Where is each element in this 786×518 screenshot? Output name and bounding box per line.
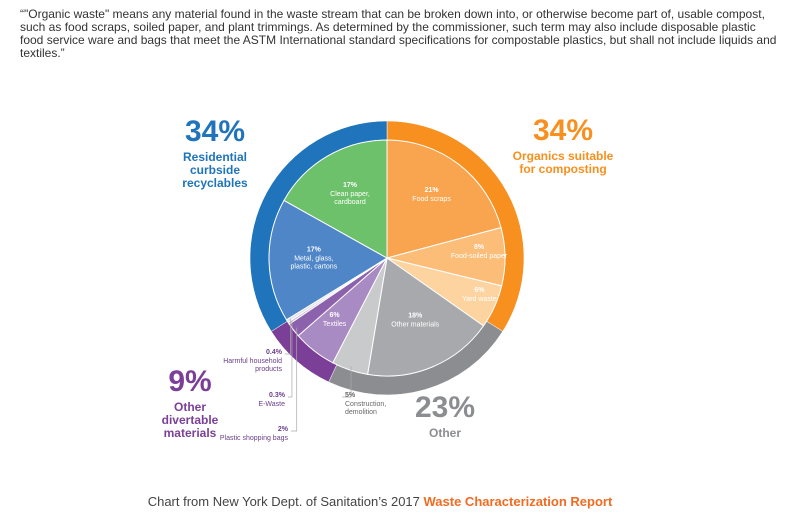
slice-value: 21% — [425, 187, 440, 194]
caption: Chart from New York Dept. of Sanitation’… — [0, 494, 760, 509]
slice-label: Food scraps — [412, 196, 451, 203]
slice-label: Other materials — [391, 321, 439, 328]
leader-line — [291, 327, 298, 432]
group-label: Residential — [183, 150, 247, 164]
slice-label: cardboard — [334, 199, 366, 206]
group-label: materials — [164, 426, 217, 440]
slice-value: 0.4% — [266, 349, 283, 356]
slice — [268, 199, 388, 321]
slice-value: 8% — [474, 244, 485, 251]
slice-label: Textiles — [323, 321, 347, 328]
slice-label: E-Waste — [258, 401, 285, 408]
leader-line — [342, 366, 352, 398]
slice-value: 0.3% — [269, 392, 286, 399]
slice-value: 17% — [307, 246, 322, 253]
slice-value: 6% — [330, 312, 341, 319]
intro-text: “"Organic waste" means any material foun… — [20, 7, 777, 60]
slice-value: 17% — [343, 182, 358, 189]
group-label: Other — [174, 400, 206, 414]
caption-link[interactable]: Waste Characterization Report — [423, 494, 613, 509]
group-value: 9% — [168, 365, 211, 398]
group-label: Organics suitable — [513, 149, 614, 163]
chart: 21% Food scraps 8% Food-soiled paper 6% Yard … — [162, 114, 614, 442]
slice-label: Metal, glass, — [294, 255, 333, 262]
caption-text: Chart from New York Dept. of Sanitation’… — [147, 494, 420, 509]
group-label: curbside — [190, 163, 240, 177]
slice-label: Clean paper, — [330, 191, 370, 198]
slice-label: demolition — [345, 409, 377, 416]
slice-label: plastic, cartons — [291, 263, 338, 270]
slice-label: Harmful household — [223, 358, 282, 365]
slice-label: Plastic shopping bags — [220, 435, 289, 442]
group-label: for composting — [519, 162, 606, 176]
group-label: divertable — [162, 413, 219, 427]
group-value: 23% — [415, 391, 475, 424]
slice — [386, 139, 502, 259]
group-value: 34% — [185, 115, 245, 148]
leader-line — [285, 318, 291, 355]
slice — [283, 139, 388, 259]
group-value: 34% — [533, 114, 593, 147]
slice-value: 2% — [278, 426, 289, 433]
slice-value: 6% — [474, 287, 485, 294]
slice-value: 18% — [408, 312, 423, 319]
group-label: recyclables — [182, 176, 248, 190]
leader-line — [288, 320, 293, 398]
slice — [367, 257, 485, 377]
slice-label: Yard waste — [462, 296, 497, 303]
slice-label: Construction, — [345, 401, 386, 408]
slice-label: Food-soiled paper — [451, 253, 508, 260]
slice-value: 5% — [345, 392, 356, 399]
group-label: Other — [429, 426, 461, 440]
slice-label: products — [255, 366, 282, 373]
